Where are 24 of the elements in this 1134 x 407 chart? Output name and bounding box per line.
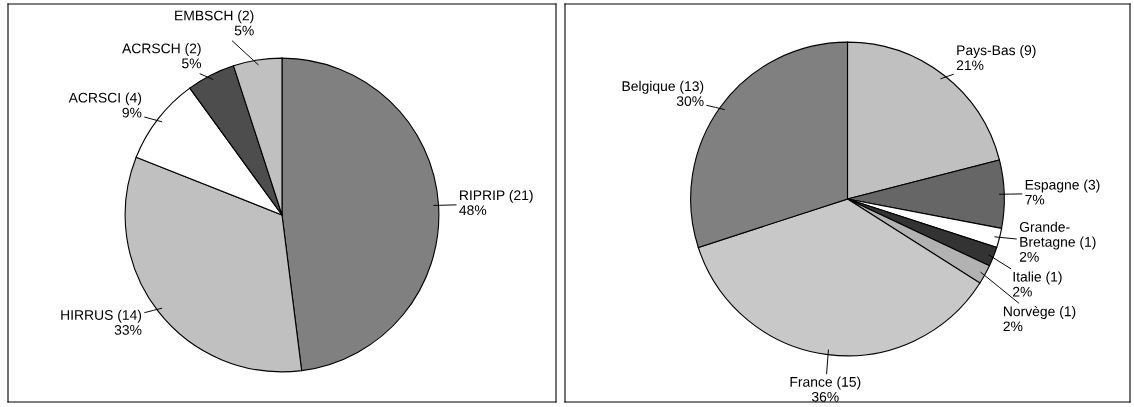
data-label: 33% (114, 325, 142, 335)
data-label: 30% (676, 96, 704, 107)
slice-label: EMBSCH (2) (175, 10, 254, 24)
data-label: 9% (122, 107, 142, 118)
slice-label: Italie (1) (1013, 271, 1062, 285)
data-label: 2% (1019, 251, 1039, 262)
data-label: 2% (1013, 286, 1032, 297)
slice-label: Grande-Bretagne (1) (1019, 221, 1096, 250)
data-label: 5% (182, 58, 202, 69)
slice-label: Norvège (1) (1003, 305, 1076, 320)
data-label: 48% (459, 205, 487, 216)
slice-label: RIPRIP (21) (460, 189, 533, 203)
slice-label: Belgique (13) (622, 80, 704, 94)
slice-label: HIRRUS (14) (61, 309, 142, 323)
data-label: 5% (234, 25, 254, 36)
slice-label: France (15) (790, 376, 861, 390)
slice-label: ACRSCI (4) (68, 92, 142, 106)
data-label: 36% (811, 391, 839, 402)
data-label: 7% (1025, 194, 1045, 205)
slice-label: ACRSCH (2) (122, 43, 201, 57)
data-label: 2% (1003, 321, 1023, 332)
slice-label: Espagne (3) (1025, 179, 1100, 193)
data-label: 21% (956, 60, 984, 71)
slice-label: Pays-Bas (9) (957, 44, 1036, 58)
